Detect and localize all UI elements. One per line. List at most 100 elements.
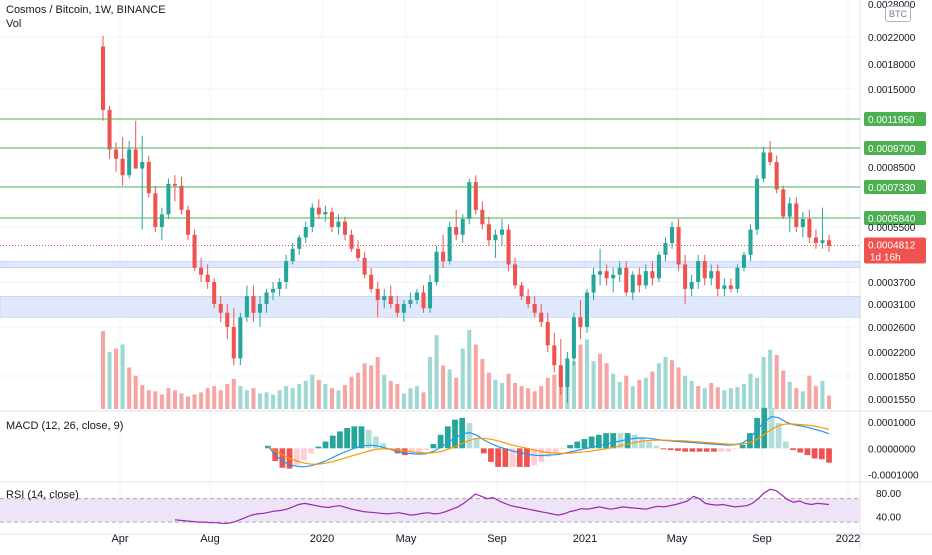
symbol-title[interactable]: Cosmos / Bitcoin, 1W, BINANCE — [6, 4, 166, 16]
candle-body — [722, 285, 727, 289]
macd-histogram-bar — [524, 448, 530, 467]
volume-bar — [133, 375, 138, 409]
volume-bar — [689, 380, 694, 409]
volume-bar — [441, 365, 446, 409]
macd-histogram-bar — [344, 428, 350, 449]
currency-badge[interactable]: BTC — [885, 6, 911, 22]
candle-body — [349, 234, 354, 249]
candle-body — [290, 248, 295, 262]
candle-body — [310, 207, 315, 227]
price-axis-tick: 0.0018000 — [868, 60, 916, 71]
time-axis-tick: Sep — [752, 533, 772, 545]
candle-body — [172, 183, 177, 186]
price-axis-tick: 0.0002600 — [868, 323, 916, 334]
candle-body — [460, 219, 465, 235]
volume-bar — [342, 385, 348, 409]
macd-histogram-bar — [509, 448, 516, 467]
candle-body — [257, 304, 263, 313]
volume-bar — [539, 386, 544, 409]
countdown-label: 1d 16h — [870, 253, 901, 264]
volume-bar — [663, 357, 668, 409]
volume-bar — [480, 359, 485, 409]
macd-histogram-bar — [703, 448, 710, 452]
volume-bar — [120, 344, 125, 409]
rsi-band — [0, 498, 860, 523]
volume-bar — [768, 349, 773, 409]
time-axis-tick: Aug — [200, 533, 220, 545]
volume-bar — [375, 357, 380, 409]
candle-body — [100, 46, 106, 110]
candle-body — [146, 162, 151, 194]
time-axis-tick: May — [396, 533, 417, 545]
signal-line — [267, 423, 830, 465]
candle-body — [284, 261, 289, 282]
macd-histogram-bar — [696, 448, 703, 452]
volume-bar — [578, 344, 583, 409]
level-label-bg — [864, 112, 926, 126]
volume-bar — [735, 387, 740, 409]
macd-histogram-bar — [423, 448, 430, 451]
volume-bar — [408, 388, 413, 409]
candle-body — [303, 227, 308, 238]
macd-histogram-bar — [797, 448, 804, 453]
volume-bar — [329, 388, 334, 409]
price-axis-tick: 0.0002200 — [868, 348, 916, 359]
macd-axis-tick: 0.0001000 — [868, 418, 916, 429]
candle-body — [231, 327, 236, 359]
macd-histogram-bar — [639, 437, 645, 449]
macd-histogram-bar — [401, 448, 408, 456]
macd-histogram-bar — [531, 448, 537, 466]
macd-histogram-bar — [567, 444, 573, 449]
candle-body — [663, 243, 668, 255]
candle-body — [271, 288, 276, 293]
candle-body — [140, 162, 145, 169]
macd-histogram-bar — [646, 441, 653, 449]
price-axis-tick: 0.0001550 — [868, 395, 916, 406]
macd-histogram-bar — [595, 434, 602, 449]
time-axis-tick: 2022 — [836, 533, 860, 545]
candle-body — [807, 219, 812, 238]
time-axis-tick: 2021 — [573, 533, 597, 545]
candle-body — [513, 264, 518, 286]
candle-body — [323, 212, 328, 215]
candle-body — [467, 182, 472, 220]
macd-histogram-bar — [653, 445, 660, 449]
time-axis-tick: Sep — [487, 533, 507, 545]
volume-bar — [493, 379, 498, 409]
volume-bar — [637, 379, 642, 409]
volume-bar — [807, 375, 812, 409]
volume-bar — [218, 390, 223, 409]
candle-body — [650, 271, 655, 279]
price-axis-tick: 0.0005500 — [868, 223, 916, 234]
volume-bar — [584, 339, 590, 409]
candle-body — [297, 237, 302, 249]
candle-body — [532, 304, 537, 313]
volume-bar — [362, 363, 367, 409]
candle-body — [526, 296, 531, 304]
rsi-title[interactable]: RSI (14, close) — [6, 489, 79, 501]
candle-body — [683, 264, 688, 289]
candle-body — [604, 271, 609, 279]
macd-histogram-bar — [322, 441, 329, 449]
volume-bar — [702, 388, 707, 409]
macd-histogram-bar — [747, 433, 753, 449]
candle-body — [316, 207, 321, 215]
candle-body — [689, 282, 694, 289]
candle-body — [107, 109, 112, 150]
price-axis-tick: 0.0001850 — [868, 372, 916, 383]
volume-bar — [349, 376, 354, 409]
macd-histogram-bar — [818, 448, 825, 460]
volume-bar — [519, 386, 524, 409]
macd-title[interactable]: MACD (12, 26, close, 9) — [6, 420, 124, 432]
volume-bar — [212, 386, 217, 409]
candle-body — [552, 345, 557, 366]
volume-bar — [179, 393, 184, 409]
candle-body — [382, 296, 387, 301]
macd-histogram-bar — [416, 448, 422, 454]
volume-bar — [650, 371, 655, 409]
volume-bar — [571, 361, 576, 409]
macd-histogram-bar — [768, 407, 775, 449]
volume-label: Vol — [6, 18, 22, 30]
volume-bar — [611, 373, 616, 409]
